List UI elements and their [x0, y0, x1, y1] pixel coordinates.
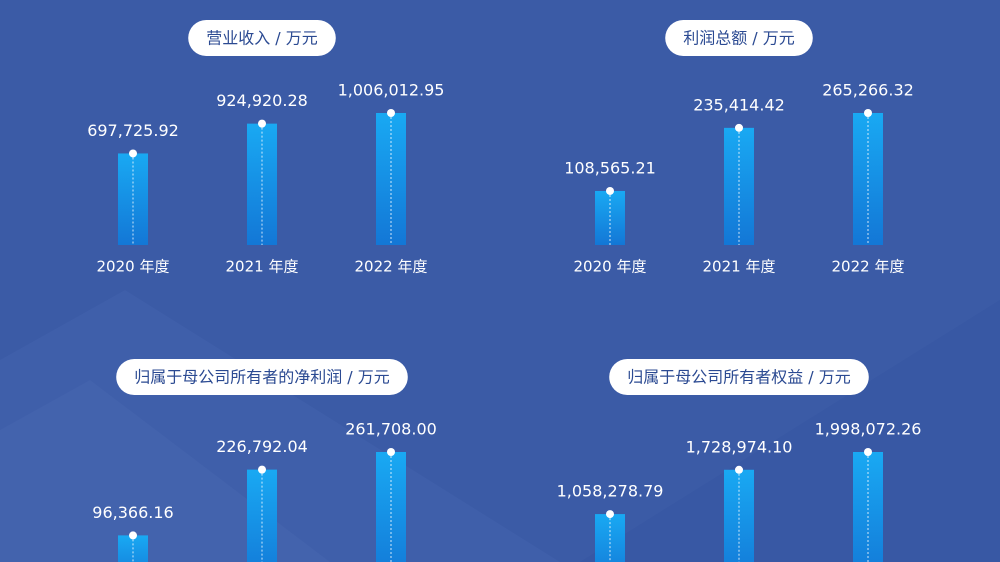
bar — [853, 452, 883, 562]
value-label: 924,920.28 — [216, 91, 308, 110]
x-tick-label: 2021 年度 — [703, 258, 776, 276]
chart: 利润总额 / 万元 108,565.21 2020 年度 235,414.42 2021… — [539, 20, 969, 276]
bar — [595, 514, 625, 562]
title-pill — [188, 20, 336, 56]
chart-title: 归属于母公司所有者的净利润 / 万元 — [134, 368, 390, 387]
x-tick-label: 2022 年度 — [355, 258, 428, 276]
value-label: 108,565.21 — [564, 158, 656, 177]
x-tick-label: 2020 年度 — [574, 258, 647, 276]
title-pill — [665, 20, 813, 56]
value-label: 96,366.16 — [92, 503, 173, 522]
decor — [580, 300, 1000, 562]
bar-dot — [387, 109, 395, 117]
x-tick-label: 2021 年度 — [226, 258, 299, 276]
bar-dot — [606, 510, 614, 519]
value-label: 1,058,278.79 — [557, 482, 664, 501]
x-tick-label: 2020 年度 — [97, 258, 170, 276]
title-pill — [609, 359, 869, 395]
bar-dot — [387, 448, 395, 456]
bar — [376, 452, 406, 562]
value-label: 1,998,072.26 — [815, 420, 922, 439]
bar-dot — [129, 149, 137, 158]
bar-dot — [864, 109, 872, 117]
value-label: 261,708.00 — [345, 420, 437, 439]
bar-dot — [606, 186, 614, 195]
decor — [0, 290, 560, 562]
bar-dot — [258, 465, 266, 474]
bar-dot — [129, 531, 137, 540]
value-label: 1,006,012.95 — [338, 81, 445, 100]
bar-dot — [864, 448, 872, 456]
chart-title: 归属于母公司所有者权益 / 万元 — [627, 368, 851, 387]
bar-dot — [258, 119, 266, 128]
chart: 营业收入 / 万元 697,725.92 2020 年度 924,920.28 2021… — [62, 20, 492, 276]
x-tick-label: 2022 年度 — [832, 258, 905, 276]
chart: 归属于母公司所有者的净利润 / 万元 96,366.16 226,792.04 261… — [92, 359, 437, 562]
value-label: 235,414.42 — [693, 95, 785, 114]
bar-dot — [735, 123, 743, 132]
bar-dot — [735, 465, 743, 474]
value-label: 265,266.32 — [822, 81, 914, 100]
value-label: 697,725.92 — [87, 121, 179, 140]
chart: 归属于母公司所有者权益 / 万元 1,058,278.79 1,728,974.10… — [557, 359, 922, 562]
chart-title: 利润总额 / 万元 — [683, 29, 795, 48]
chart-title: 营业收入 / 万元 — [206, 29, 318, 48]
value-label: 1,728,974.10 — [686, 437, 793, 456]
value-label: 226,792.04 — [216, 437, 308, 456]
title-pill — [116, 359, 408, 395]
